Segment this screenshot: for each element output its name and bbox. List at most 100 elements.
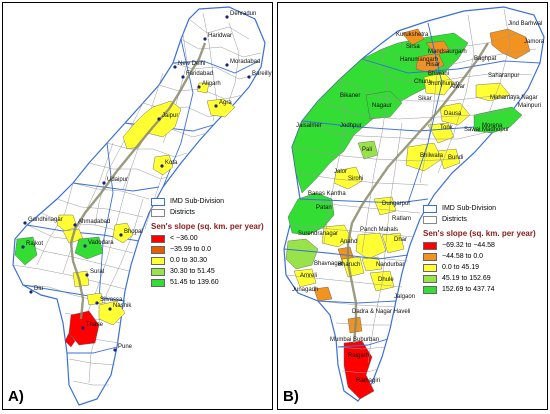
district-label: Morena (482, 123, 503, 129)
legend-label: 51.45 to 139.60 (170, 279, 219, 286)
district-label: Jalgaon (394, 294, 415, 300)
district-label: Sirsa (406, 44, 420, 50)
district-yellow-east (475, 82, 511, 102)
district-label: Nandurbar (376, 262, 404, 268)
legend-label: 30.30 to 51.45 (170, 268, 215, 275)
map-a-canvas: Dehradun Haridwar Moradabad New Delhi Farida… (12, 6, 272, 406)
district-rajkot (14, 236, 38, 266)
city-label: Gandhinagar (28, 217, 63, 223)
city-label: Pune (118, 344, 133, 350)
district-boundaries (283, 8, 537, 374)
district-label: Ratnagiri (356, 378, 380, 384)
legend-label: −69.32 to −44.58 (442, 242, 495, 249)
city-dot (247, 75, 251, 79)
legend-b-class-4: 152.69 to 437.74 (423, 284, 536, 295)
legend-swatch (423, 215, 437, 224)
city-dot (225, 63, 229, 67)
district-label: Hisar (426, 62, 440, 68)
district-yellow-dausa (439, 102, 471, 126)
district-label: Pali (362, 147, 372, 153)
district-yellow-jhunjhunu (423, 72, 455, 96)
legend-b: IMD Sub-Division Districts Sen's slope (… (423, 203, 536, 295)
map-panel-b: Jind Barhwal Kurukshetra Sirsa Mandsaurgarh… (277, 2, 548, 410)
city-dot (108, 307, 112, 311)
city-label: Dehradun (230, 11, 256, 17)
legend-swatch (423, 241, 437, 250)
city-dot (160, 164, 164, 168)
legend-label: 0.0 to 45.19 (442, 264, 479, 271)
legend-swatch (151, 256, 165, 265)
city-label: Haridwar (208, 33, 232, 39)
district-label: Kurukshetra (396, 32, 429, 38)
city-label: Faridabad (186, 71, 213, 77)
legend-a-class-0: < −36.00 (151, 233, 264, 244)
district-label: Mumbai Suburban (330, 337, 379, 343)
legend-b-class-0: −69.32 to −44.58 (423, 240, 536, 251)
district-label: Banas Kantha (308, 191, 346, 197)
district-green-nagaur (365, 90, 403, 120)
city-label: New Delhi (178, 61, 205, 67)
map-b-canvas: Jind Barhwal Kurukshetra Sirsa Mandsaurgarh… (283, 6, 545, 402)
legend-a-class-4: 51.45 to 139.60 (151, 277, 264, 288)
city-dot (113, 348, 117, 352)
district-label: Dungarpur (382, 201, 410, 207)
district-label: Tonk (440, 125, 454, 131)
city-dot (81, 326, 85, 330)
corridor-line (346, 42, 490, 344)
city-dot (21, 245, 25, 249)
district-label: Sikar (418, 96, 432, 102)
city-dot (23, 221, 27, 225)
city-label: Bhopal (124, 229, 143, 235)
panel-label-a: A) (8, 388, 24, 405)
district-label: Jodhpur (340, 123, 362, 129)
district-label: Sawai Madhopur (464, 127, 509, 133)
district-red-raigarh (343, 340, 375, 400)
district-orange-kurukshetra (401, 28, 425, 46)
legend-swatch (151, 197, 165, 206)
district-label: Bhiwani (428, 71, 449, 77)
map-panel-a: Dehradun Haridwar Moradabad New Delhi Farida… (2, 2, 273, 410)
city-dot (181, 75, 185, 79)
city-label: Rajkot (26, 241, 43, 247)
legend-swatch (423, 263, 437, 272)
legend-b-title: Sen's slope (sq. km. per year) (423, 229, 536, 238)
legend-b-class-1: −44.58 to 0.0 (423, 251, 536, 262)
district-green-saurashtra (285, 238, 319, 270)
district-label: Alwar (450, 84, 465, 90)
legend-a-class-1: −35.99 to 0.0 (151, 244, 264, 255)
district-label: Raigarh (348, 353, 369, 359)
district-label: Dausa (444, 111, 462, 117)
district-label: Dhule (378, 277, 394, 283)
legend-label: < −36.00 (170, 235, 198, 242)
legend-b-classes: −69.32 to −44.58 −44.58 to 0.0 0.0 to 45.1… (423, 240, 536, 295)
legend-a-class-2: 0.0 to 30.30 (151, 255, 264, 266)
city-dot (85, 273, 89, 277)
city-markers-a: Dehradun Haridwar Moradabad New Delhi Farida… (21, 11, 272, 352)
district-label: Jhunjhunun (428, 81, 459, 87)
legend-swatch (151, 278, 165, 287)
legend-a-districts-item: Districts (151, 207, 264, 218)
district-label: Churu (414, 79, 430, 85)
city-dot (157, 117, 161, 121)
district-mumbai (64, 332, 76, 348)
district-silvassa (86, 292, 104, 306)
district-yellow-tonk (427, 122, 455, 144)
city-dot (197, 85, 201, 89)
district-yellow-bhilwara (405, 142, 443, 172)
district-label: Junagadh (292, 287, 318, 293)
legend-b-class-3: 45.19 to 152.69 (423, 273, 536, 284)
city-dot (102, 181, 106, 185)
district-label: Jamora (524, 39, 545, 45)
district-nashik (98, 300, 126, 326)
district-vadodara (74, 236, 104, 260)
legend-b-imd-item: IMD Sub-Division (423, 203, 536, 214)
city-label: Jaipur (162, 113, 178, 119)
district-label: Surendranagar (298, 231, 338, 237)
city-dot (95, 301, 99, 305)
district-label: Panch Mahals (360, 227, 398, 233)
city-label: Agra (219, 100, 232, 106)
corridor-line (69, 42, 207, 320)
legend-a: IMD Sub-Division Districts Sen's slope (… (151, 196, 264, 288)
district-yellow-amreli (293, 268, 317, 288)
panel-label-b: B) (283, 388, 299, 405)
